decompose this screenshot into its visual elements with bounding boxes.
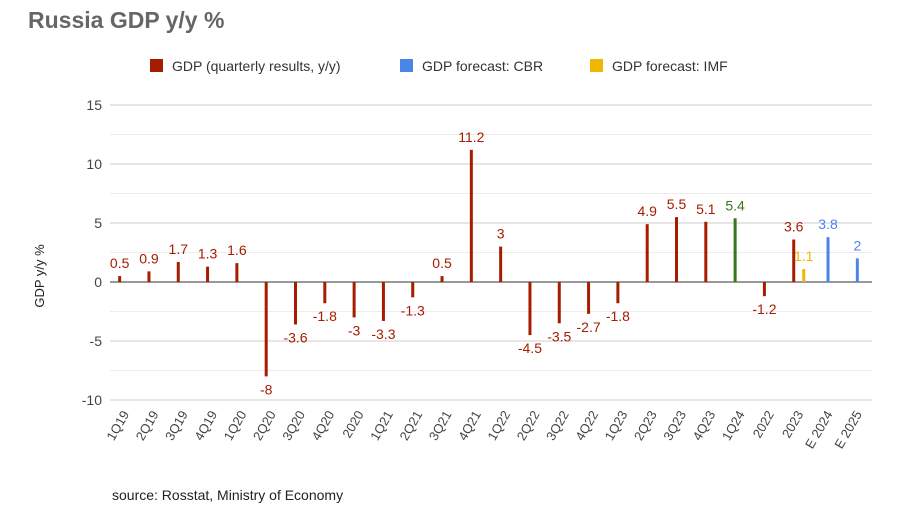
x-tick-label: 2022 (750, 408, 777, 441)
data-label: 3.8 (818, 216, 838, 232)
data-label: 1.7 (169, 241, 189, 257)
bar (411, 282, 415, 298)
data-label: -3.3 (371, 326, 395, 342)
bar (469, 149, 473, 282)
bar (704, 221, 708, 282)
x-tick-label: 2Q22 (514, 408, 543, 443)
x-tick-label: 4Q19 (191, 408, 220, 443)
x-tick-label: 1Q22 (484, 408, 513, 443)
x-tick-label: 1Q24 (719, 408, 748, 443)
x-tick-label: 4Q21 (455, 408, 484, 443)
x-tick-label: E 2024 (802, 408, 836, 451)
y-tick-label: -5 (90, 333, 103, 349)
data-label: 11.2 (458, 129, 484, 145)
x-tick-label: 2Q19 (133, 408, 162, 443)
data-label: -4.5 (518, 340, 542, 356)
data-label: -3 (348, 322, 361, 338)
x-tick-label: 1Q21 (367, 408, 396, 443)
y-axis-label: GDP y/y % (32, 244, 47, 308)
legend-label: GDP forecast: CBR (422, 58, 543, 74)
data-label: -8 (260, 381, 273, 397)
data-label: 3.6 (784, 219, 804, 235)
x-tick-label: E 2025 (831, 408, 865, 451)
x-tick-label: 3Q20 (279, 408, 308, 443)
legend-swatch (400, 59, 413, 72)
data-label: 1.3 (198, 246, 218, 262)
x-tick-label: 2Q21 (396, 408, 425, 443)
data-label: 3 (497, 226, 505, 242)
x-tick-label: 1Q20 (221, 408, 250, 443)
data-label: -3.6 (283, 329, 307, 345)
chart-title: Russia GDP y/y % (28, 7, 224, 33)
y-tick-label: 5 (94, 215, 102, 231)
bar (762, 282, 766, 297)
legend-label: GDP forecast: IMF (612, 58, 728, 74)
bar (616, 282, 620, 304)
bar (733, 218, 737, 282)
bar (118, 276, 122, 282)
y-tick-label: 10 (86, 156, 102, 172)
x-tick-label: 3Q19 (162, 408, 191, 443)
bar (855, 258, 859, 282)
x-tick-label: 1Q19 (103, 408, 132, 443)
data-label: -1.3 (401, 302, 425, 318)
y-tick-label: 0 (94, 274, 102, 290)
data-label: -1.2 (752, 301, 776, 317)
data-label: -3.5 (547, 328, 571, 344)
bar (264, 282, 268, 377)
bar (802, 269, 806, 282)
x-tick-label: 2023 (779, 408, 806, 441)
bar (147, 271, 151, 282)
bar (792, 239, 796, 282)
legend-swatch (590, 59, 603, 72)
x-tick-label: 4Q23 (690, 408, 719, 443)
bar (294, 282, 297, 325)
x-tick-label: 4Q20 (309, 408, 338, 443)
data-label: -1.8 (606, 308, 630, 324)
legend-label: GDP (quarterly results, y/y) (172, 58, 341, 74)
x-tick-label: 3Q23 (660, 408, 689, 443)
bar (675, 217, 678, 282)
data-label: 1.1 (794, 248, 814, 264)
bar (826, 237, 830, 282)
x-tick-label: 2Q20 (250, 408, 279, 443)
data-label: -2.7 (577, 319, 601, 335)
bar (176, 261, 180, 282)
bar (528, 282, 532, 336)
bar (323, 282, 327, 304)
data-label: 2 (853, 237, 861, 253)
data-label: 1.6 (227, 242, 247, 258)
bar (381, 282, 385, 321)
data-label: -1.8 (313, 308, 337, 324)
bar (645, 224, 649, 282)
x-tick-label: 2Q23 (631, 408, 660, 443)
bar (440, 276, 444, 282)
data-label: 5.5 (667, 196, 687, 212)
bar (499, 246, 503, 282)
data-label: 0.5 (110, 255, 130, 271)
bar (352, 282, 356, 318)
x-tick-label: 4Q22 (572, 408, 601, 443)
data-label: 0.5 (432, 255, 452, 271)
bar (235, 263, 239, 282)
data-label: 4.9 (637, 203, 657, 219)
x-tick-label: 3Q22 (543, 408, 572, 443)
data-label: 5.1 (696, 201, 716, 217)
data-label: 5.4 (725, 197, 745, 213)
source-note: source: Rosstat, Ministry of Economy (112, 487, 343, 503)
x-tick-label: 2020 (339, 408, 366, 441)
y-tick-label: 15 (86, 97, 102, 113)
y-tick-label: -10 (82, 392, 102, 408)
x-tick-label: 1Q23 (602, 408, 631, 443)
legend-swatch (150, 59, 163, 72)
bar (587, 282, 591, 314)
data-label: 0.9 (139, 250, 159, 266)
x-tick-label: 3Q21 (426, 408, 455, 443)
bar (206, 266, 210, 282)
bar (557, 282, 561, 324)
